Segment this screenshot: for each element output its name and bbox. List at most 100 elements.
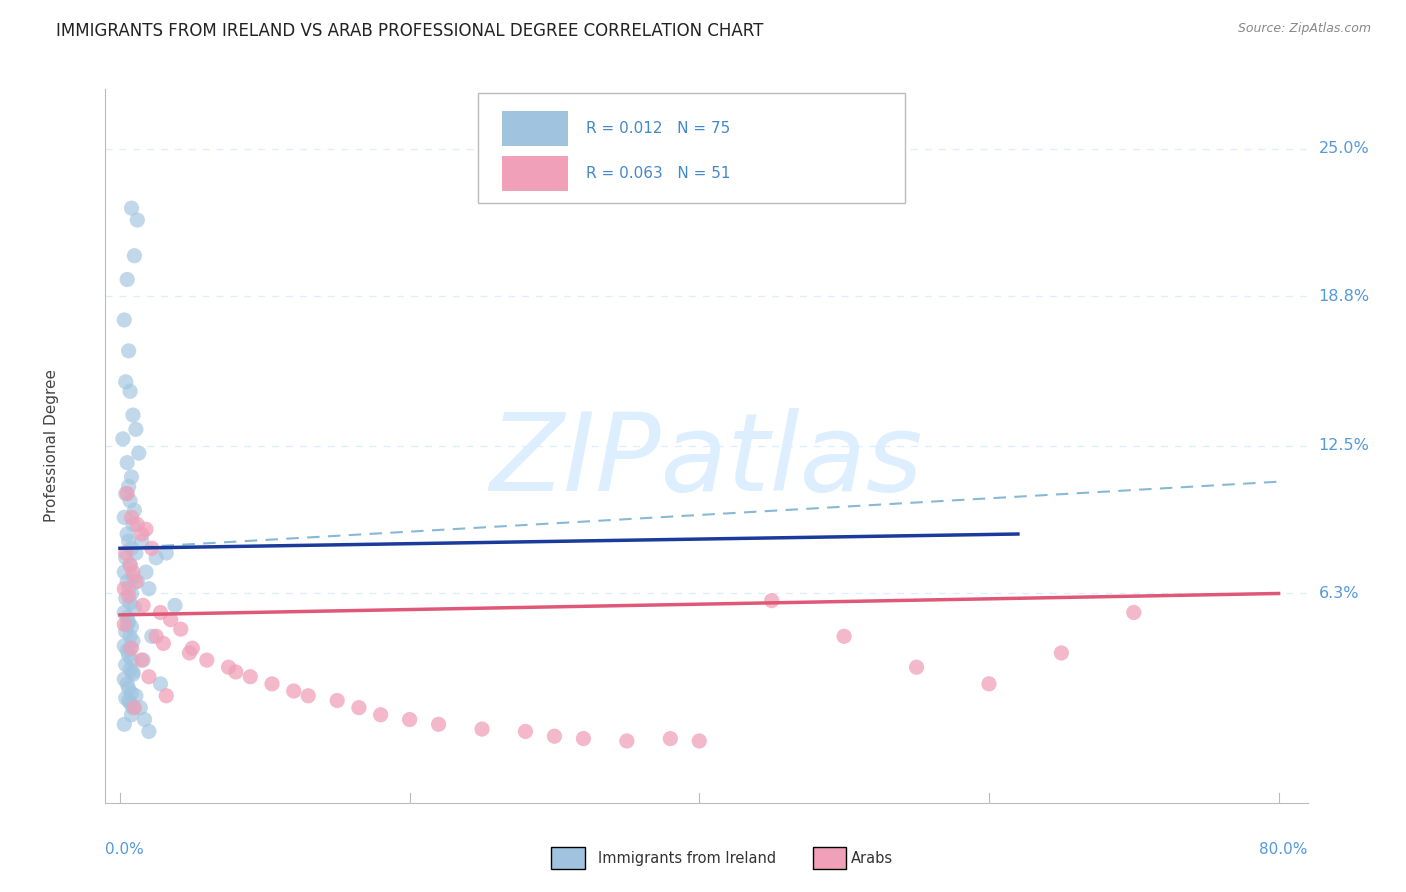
Point [149, 677, 172, 691]
Point [141, 541, 163, 556]
Point [149, 606, 172, 620]
Point [120, 696, 142, 710]
Point [114, 691, 136, 706]
Point [117, 648, 139, 663]
Point [225, 665, 247, 679]
Text: R = 0.063   N = 51: R = 0.063 N = 51 [586, 166, 731, 181]
Point [122, 634, 145, 648]
Point [370, 707, 392, 722]
Point [114, 550, 136, 565]
Point [141, 629, 163, 643]
Point [128, 446, 150, 460]
Point [115, 617, 138, 632]
Point [122, 517, 145, 532]
Point [121, 201, 143, 215]
Point [112, 510, 135, 524]
Point [326, 693, 349, 707]
Point [122, 700, 145, 714]
Point [114, 546, 136, 560]
Point [115, 486, 138, 500]
Point [163, 599, 186, 613]
Point [1122, 606, 1144, 620]
FancyBboxPatch shape [502, 111, 568, 146]
Point [152, 636, 174, 650]
Point [112, 313, 135, 327]
Point [112, 606, 135, 620]
Point [125, 546, 148, 560]
Point [124, 249, 146, 263]
Point [112, 717, 135, 731]
Point [111, 432, 134, 446]
Text: Arabs: Arabs [851, 851, 893, 865]
Point [543, 729, 565, 743]
Point [121, 541, 143, 556]
Point [239, 670, 262, 684]
Point [179, 646, 201, 660]
Point [121, 510, 143, 524]
Point [120, 596, 142, 610]
Point [283, 684, 305, 698]
Point [905, 660, 928, 674]
Point [977, 677, 1000, 691]
Point [131, 653, 153, 667]
Point [127, 213, 149, 227]
Point [117, 589, 139, 603]
Text: IMMIGRANTS FROM IRELAND VS ARAB PROFESSIONAL DEGREE CORRELATION CHART: IMMIGRANTS FROM IRELAND VS ARAB PROFESSI… [56, 22, 763, 40]
Point [159, 613, 181, 627]
Point [121, 686, 143, 700]
Point [572, 731, 595, 746]
Text: 0.0%: 0.0% [105, 842, 145, 856]
Point [122, 665, 145, 679]
Point [1050, 646, 1073, 660]
Point [832, 629, 855, 643]
Point [117, 582, 139, 596]
Point [112, 617, 135, 632]
Point [114, 375, 136, 389]
Point [125, 422, 148, 436]
Text: ZIPatlas: ZIPatlas [489, 408, 924, 513]
Point [398, 713, 420, 727]
Point [121, 707, 143, 722]
Point [515, 724, 537, 739]
Text: 18.8%: 18.8% [1319, 289, 1369, 303]
Point [114, 624, 136, 639]
Point [121, 641, 143, 656]
Point [120, 384, 142, 399]
Point [131, 527, 153, 541]
Text: 25.0%: 25.0% [1319, 141, 1369, 156]
FancyBboxPatch shape [478, 93, 905, 203]
Point [120, 558, 142, 572]
Point [138, 724, 160, 739]
Point [121, 586, 143, 600]
Point [129, 700, 152, 714]
Point [218, 660, 240, 674]
Point [117, 615, 139, 629]
Point [120, 629, 142, 643]
Point [120, 493, 142, 508]
Text: Professional Degree: Professional Degree [44, 369, 59, 523]
Point [122, 408, 145, 422]
Point [155, 546, 177, 560]
Text: Immigrants from Ireland: Immigrants from Ireland [598, 851, 776, 865]
Point [117, 343, 139, 358]
Point [616, 734, 638, 748]
Point [121, 470, 143, 484]
Point [120, 641, 142, 656]
Point [124, 600, 146, 615]
Point [195, 653, 218, 667]
Point [114, 486, 136, 500]
Point [122, 570, 145, 584]
Point [114, 657, 136, 672]
Point [124, 700, 146, 714]
Point [122, 667, 145, 681]
Point [115, 643, 138, 657]
Point [132, 599, 155, 613]
Point [115, 456, 138, 470]
Text: 80.0%: 80.0% [1260, 842, 1308, 856]
Point [127, 574, 149, 589]
Point [117, 534, 139, 549]
Point [761, 593, 783, 607]
Point [132, 653, 155, 667]
Point [112, 672, 135, 686]
Point [115, 272, 138, 286]
